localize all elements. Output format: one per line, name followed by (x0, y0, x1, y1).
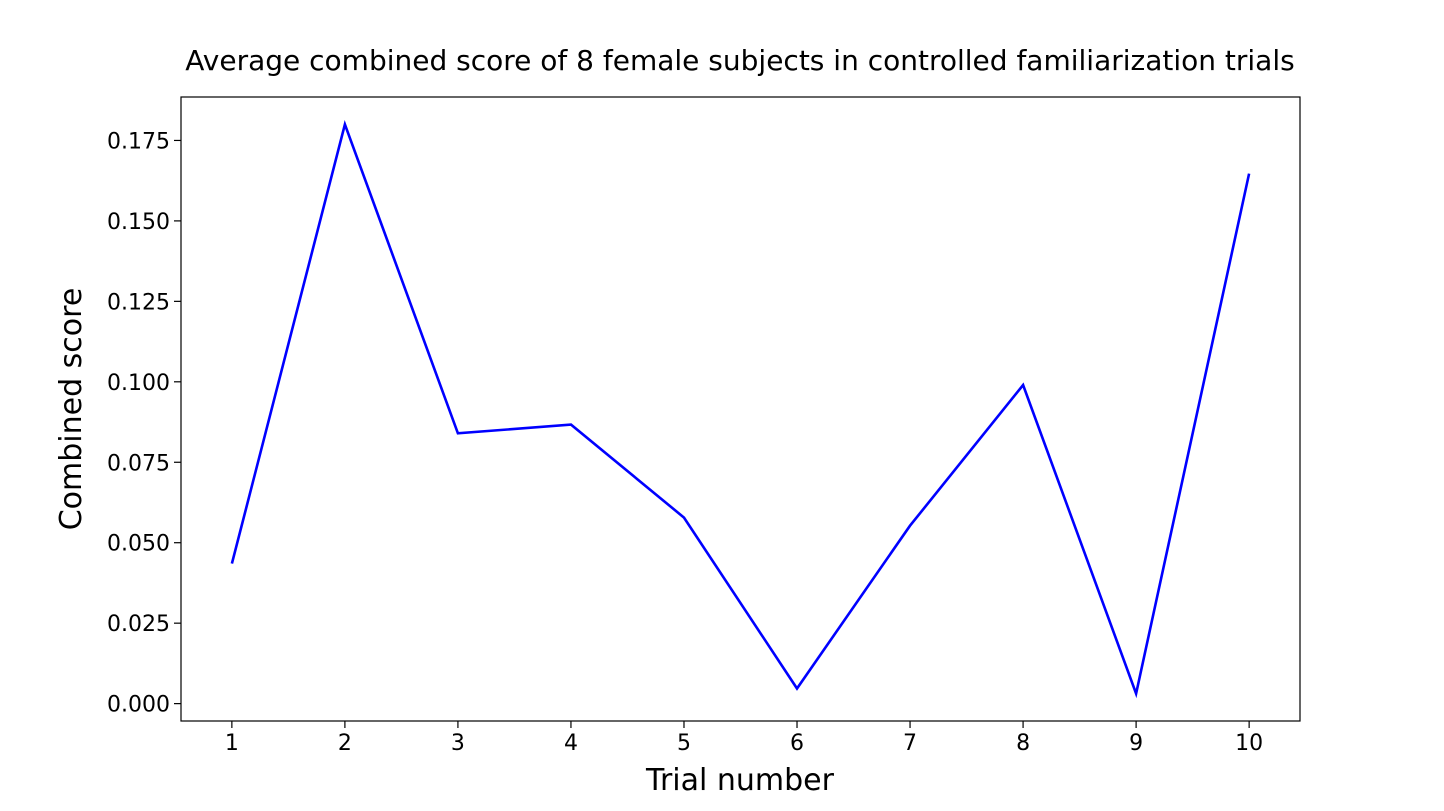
x-tick-label: 10 (1235, 731, 1263, 756)
series-line (230, 120, 1251, 699)
y-tick-label: 0.000 (107, 693, 170, 718)
y-tick-label: 0.075 (107, 451, 170, 476)
x-tick-label: 9 (1129, 731, 1143, 756)
x-axis-label: Trial number (645, 763, 835, 798)
y-tick-label: 0.100 (107, 371, 170, 396)
plot-area-frame (180, 96, 1301, 722)
x-tick-label: 6 (790, 731, 804, 756)
x-tick-label: 7 (903, 731, 917, 756)
y-tick-label: 0.150 (107, 210, 170, 235)
x-tick-label: 3 (451, 731, 465, 756)
x-axis: 1 2 3 4 5 6 7 8 9 10 (225, 721, 1263, 756)
series-layer (230, 120, 1251, 699)
x-tick-label: 2 (338, 731, 352, 756)
y-tick-label: 0.050 (107, 532, 170, 557)
x-tick-label: 1 (225, 731, 239, 756)
y-tick-label: 0.125 (107, 290, 170, 315)
y-tick-label: 0.025 (107, 612, 170, 637)
x-tick-label: 4 (564, 731, 578, 756)
chart-title: Average combined score of 8 female subje… (185, 44, 1294, 77)
x-tick-label: 8 (1016, 731, 1030, 756)
y-axis: 0.000 0.025 0.050 0.075 0.100 0.125 0.150 0.175 (107, 129, 181, 718)
y-tick-label: 0.175 (107, 129, 170, 154)
x-tick-label: 5 (677, 731, 691, 756)
y-axis-label: Combined score (54, 288, 89, 531)
